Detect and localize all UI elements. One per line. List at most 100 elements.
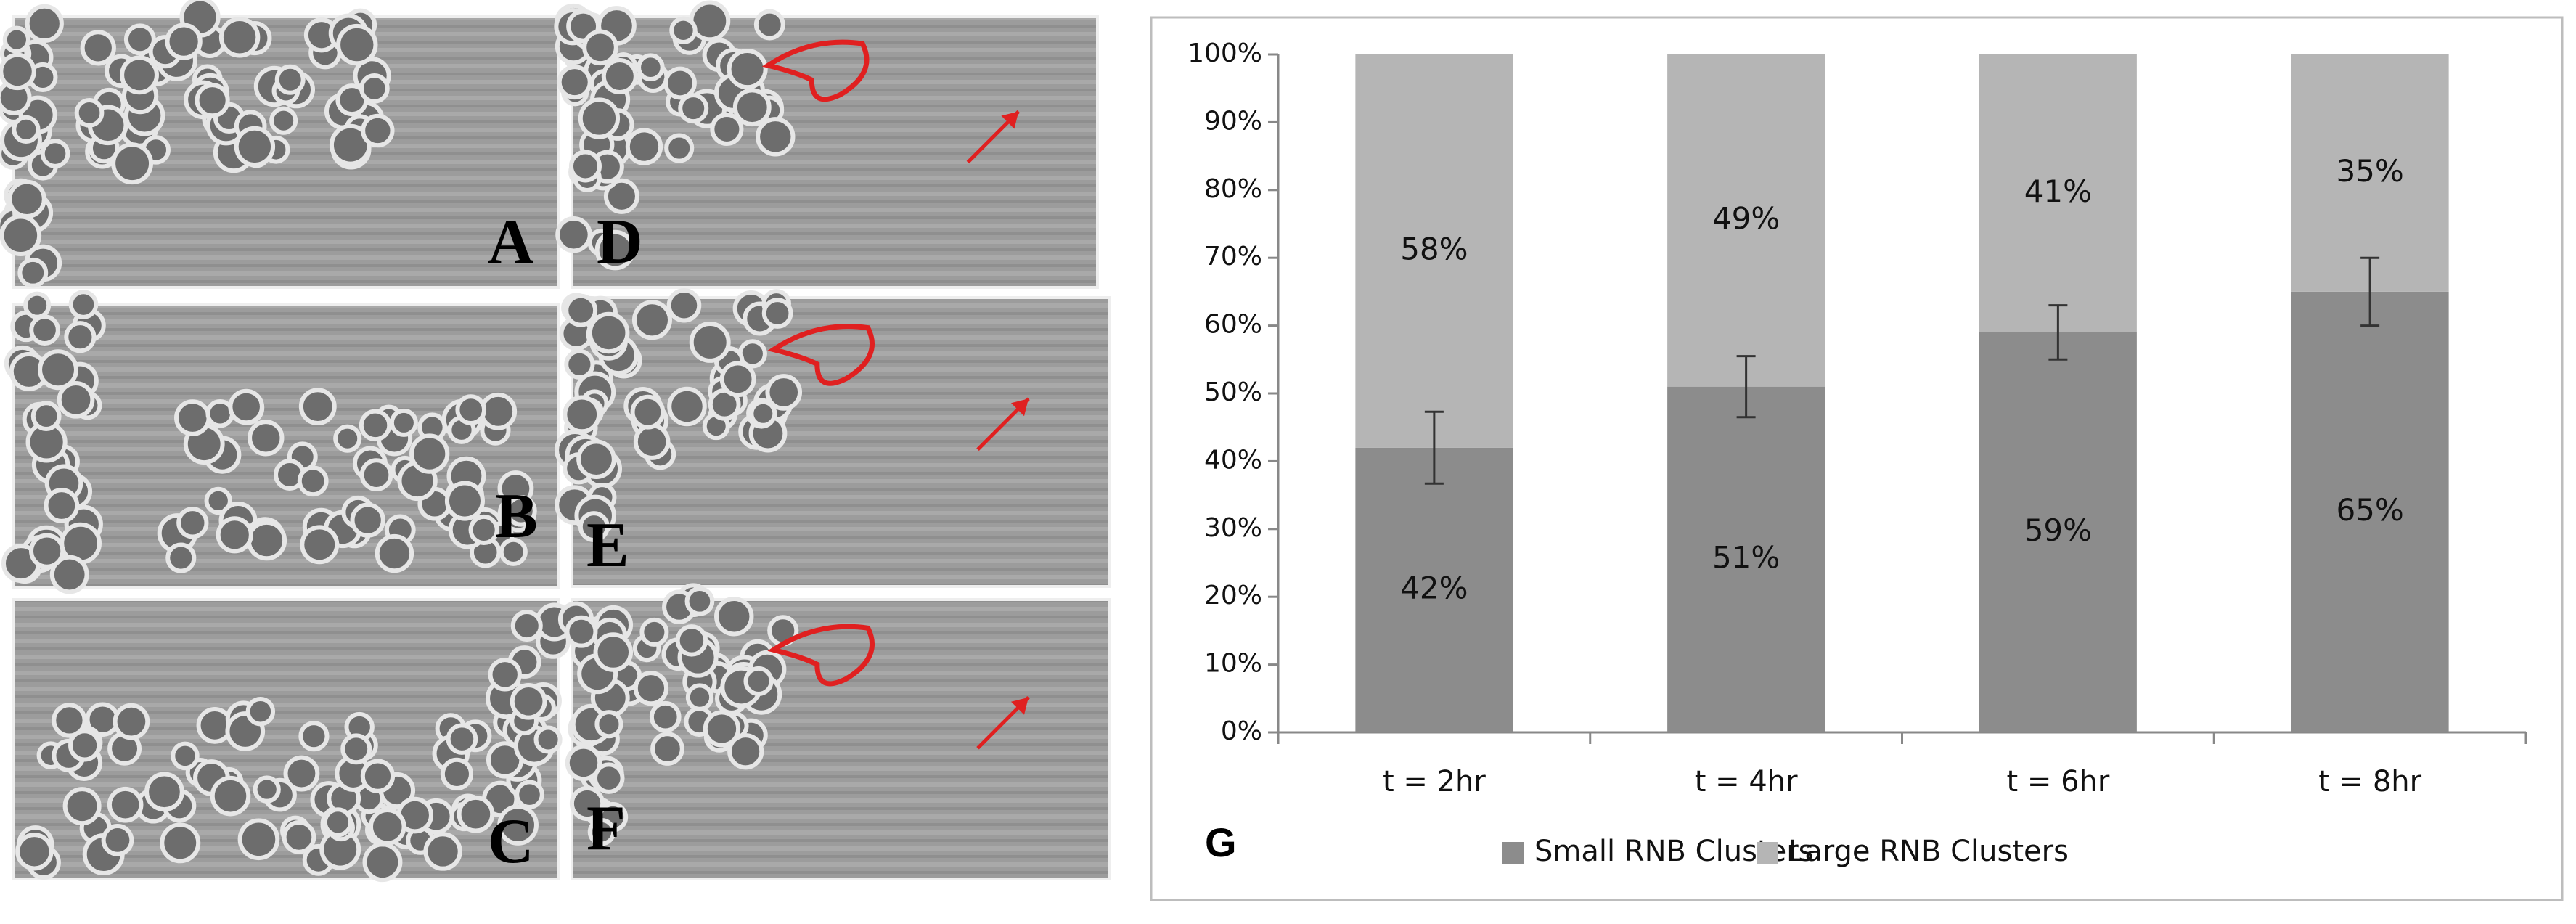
data-label: 49% [1712, 200, 1780, 236]
cell [727, 733, 764, 770]
red-arrowhead [1011, 697, 1029, 715]
y-tick-label: 0% [1221, 716, 1262, 746]
cell [359, 458, 393, 491]
cell [237, 818, 280, 861]
red-arrowhead [1011, 398, 1029, 417]
cell [29, 533, 65, 569]
data-label: 58% [1400, 231, 1468, 266]
cell [7, 179, 46, 219]
cell [336, 23, 378, 66]
cell [389, 408, 418, 437]
y-tick-label: 60% [1204, 310, 1262, 340]
cell [685, 683, 714, 711]
cell [361, 113, 395, 148]
red-arrowhead [1001, 111, 1019, 129]
cell [25, 4, 64, 44]
cell [625, 128, 663, 165]
y-tick-label: 40% [1204, 445, 1262, 475]
data-label: 59% [2024, 512, 2092, 548]
cell [68, 290, 99, 319]
y-tick-label: 50% [1204, 377, 1262, 407]
cell [40, 139, 70, 168]
cell [765, 374, 803, 411]
cell [710, 112, 744, 147]
cell [111, 142, 154, 185]
cell [510, 610, 543, 642]
cell [669, 16, 698, 45]
cell [637, 53, 665, 82]
cell [218, 17, 261, 58]
cell [165, 542, 197, 573]
cell [44, 488, 80, 523]
cell [594, 710, 623, 739]
cell [195, 83, 230, 118]
bar-segment [1355, 54, 1513, 448]
cell [144, 772, 184, 812]
cell [120, 55, 159, 95]
cell [714, 597, 754, 637]
cell [601, 57, 638, 95]
cell [678, 93, 709, 124]
cell [253, 775, 281, 804]
cell [423, 832, 462, 871]
cell [565, 744, 602, 782]
cell [756, 117, 796, 157]
cell [479, 392, 518, 430]
chart: 0% 10% 20% 30% 40% 50% 60% 70% 80% 90% 100% t = 2hr… [1187, 38, 2527, 868]
panel-letter: A [488, 207, 534, 277]
legend-label: Large RNB Clusters [1788, 835, 2069, 868]
legend-swatch [1502, 842, 1524, 864]
cell [564, 348, 595, 380]
cell [359, 409, 392, 442]
cell [515, 780, 544, 809]
cell [362, 842, 403, 883]
data-label: 51% [1712, 539, 1780, 575]
cell [368, 808, 406, 846]
cell [29, 314, 60, 346]
cell [38, 349, 79, 391]
cell [568, 150, 602, 183]
cell [113, 703, 150, 740]
cell [246, 520, 287, 561]
cell [269, 106, 298, 135]
cell [30, 401, 62, 431]
bar-segment [2291, 291, 2449, 732]
cell [563, 395, 602, 434]
red-outline [767, 324, 875, 386]
cell [2, 25, 30, 54]
cell [675, 624, 708, 657]
bar-segment [1667, 54, 1825, 387]
cell [123, 23, 156, 56]
cell [274, 64, 306, 95]
cell [228, 388, 264, 425]
cell [663, 66, 697, 100]
cell [564, 293, 598, 327]
cell [505, 494, 537, 527]
cell [533, 725, 563, 754]
cell [409, 433, 450, 474]
cell [455, 394, 487, 425]
legend-swatch [1757, 842, 1778, 864]
cell [49, 555, 89, 594]
x-tick-label: t = 4hr [1695, 765, 1798, 798]
y-tick-label: 80% [1204, 174, 1262, 204]
cell [727, 49, 768, 90]
cell [497, 804, 539, 846]
cell [753, 9, 785, 41]
panel-letter: E [586, 510, 629, 581]
cell [719, 361, 756, 398]
cell [587, 817, 616, 846]
panel-letter: D [597, 207, 643, 277]
cell [174, 399, 211, 436]
cell [17, 257, 49, 288]
bar-segment [1355, 447, 1513, 732]
cell [603, 178, 639, 214]
cell [587, 311, 630, 354]
cell [360, 759, 396, 793]
y-tick-label: 20% [1204, 581, 1262, 610]
cell [101, 824, 134, 856]
y-tick-label: 30% [1204, 513, 1262, 543]
bar-segment [1979, 332, 2137, 732]
cell [248, 420, 285, 457]
cell [557, 65, 592, 100]
